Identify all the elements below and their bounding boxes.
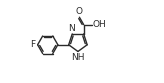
Text: N: N xyxy=(68,24,75,33)
Text: F: F xyxy=(31,40,36,49)
Text: NH: NH xyxy=(71,53,85,62)
Text: OH: OH xyxy=(93,20,107,29)
Text: O: O xyxy=(75,7,82,16)
